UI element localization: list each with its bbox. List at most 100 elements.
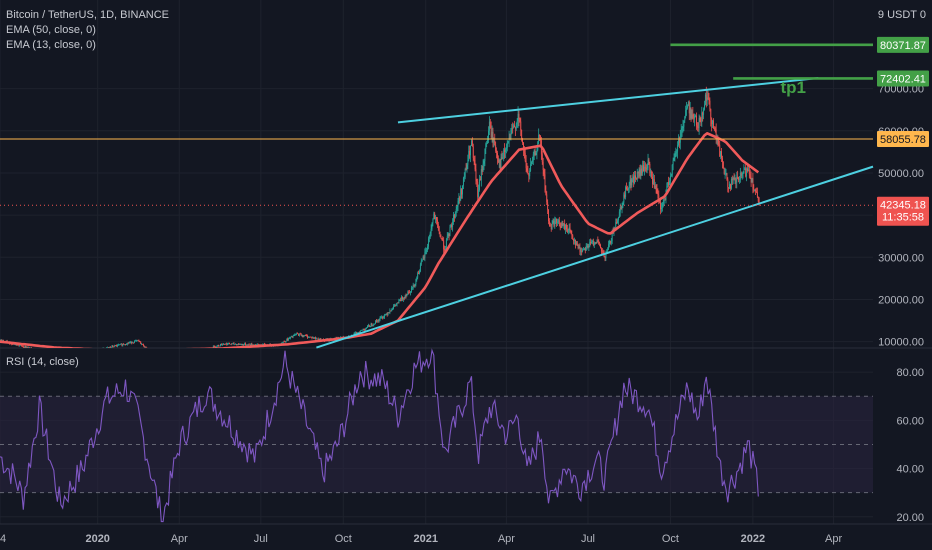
candle: [732, 178, 734, 181]
candle: [635, 175, 636, 179]
candle: [395, 304, 397, 306]
candle: [574, 239, 576, 246]
candle: [723, 168, 725, 174]
candle: [610, 240, 612, 244]
candle: [688, 102, 690, 114]
price-panel[interactable]: tp1: [0, 43, 874, 363]
symbol-legend[interactable]: Bitcoin / TetherUS, 1D, BINANCE: [6, 9, 170, 21]
candle: [625, 187, 627, 197]
resistance-line-label[interactable]: 58055.78: [877, 130, 929, 147]
candle: [628, 185, 630, 188]
candle: [25, 346, 27, 348]
candle: [737, 176, 739, 178]
candle: [664, 199, 666, 201]
candle: [229, 343, 230, 345]
candle: [523, 149, 525, 154]
candle: [674, 153, 676, 159]
candle: [699, 117, 701, 122]
ema-line[interactable]: [0, 132, 760, 350]
candle: [219, 345, 221, 347]
candle: [494, 140, 496, 146]
candle: [142, 344, 144, 347]
candle: [131, 341, 133, 344]
rsi-legend[interactable]: RSI (14, close): [6, 356, 79, 368]
candle: [611, 231, 613, 241]
lower-trendline[interactable]: [316, 165, 874, 349]
candle: [442, 240, 444, 241]
candle: [27, 347, 29, 348]
candle: [22, 346, 24, 348]
candle: [521, 130, 523, 139]
candle: [696, 125, 698, 128]
upper-target-line-label[interactable]: 80371.87: [877, 36, 929, 53]
candle: [306, 335, 308, 338]
candle: [453, 214, 454, 223]
current-price-label-text: 11:35:58: [882, 212, 924, 224]
candle: [679, 137, 681, 143]
candle: [245, 343, 247, 346]
candle: [483, 161, 485, 164]
candle: [367, 325, 369, 327]
candle: [615, 222, 617, 228]
candle: [663, 199, 665, 204]
ema13-legend[interactable]: EMA (13, close, 0): [6, 39, 96, 51]
time-axis-label: 14: [0, 533, 6, 545]
candle: [581, 251, 583, 252]
candle: [481, 169, 483, 172]
candle: [137, 340, 139, 341]
candle: [416, 277, 418, 280]
rsi-line[interactable]: [0, 348, 759, 523]
candle: [593, 244, 595, 246]
candle: [24, 346, 26, 348]
candle: [533, 150, 535, 155]
rsi-panel[interactable]: 20.00 40.00 60.00 80.00: [0, 347, 932, 524]
candle: [445, 248, 446, 251]
candle: [118, 344, 120, 346]
candle: [538, 134, 540, 142]
price-axis[interactable]: 10000.0020000.0030000.0040000.0050000.00…: [877, 36, 929, 349]
upper-trendline[interactable]: [397, 77, 819, 124]
candle: [654, 185, 656, 188]
candle: [311, 336, 313, 339]
candle: [106, 347, 108, 348]
candle: [454, 211, 456, 218]
tp1-line-label[interactable]: 72402.41: [877, 70, 929, 87]
candle: [426, 249, 428, 251]
candle: [704, 104, 705, 110]
candle: [291, 336, 293, 337]
candle: [471, 140, 472, 146]
candle: [456, 206, 458, 209]
candle: [296, 333, 298, 335]
candle: [536, 150, 538, 153]
candle: [586, 246, 588, 247]
candle: [729, 184, 731, 189]
candle: [140, 341, 142, 345]
candle: [747, 169, 749, 172]
candle: [526, 168, 528, 171]
candle: [212, 346, 214, 348]
candle: [570, 230, 572, 234]
candle: [582, 249, 584, 252]
candle: [384, 314, 386, 316]
candle: [213, 346, 215, 347]
candle: [614, 227, 616, 229]
tp1-annotation[interactable]: tp1: [780, 78, 806, 97]
candle: [392, 308, 394, 311]
candle: [562, 223, 564, 226]
time-axis[interactable]: 14 2020 Apr Jul Oct 2021 Apr Jul Oct 2022 Apr: [0, 523, 932, 545]
time-axis-label: Jul: [581, 533, 595, 545]
candle: [560, 226, 562, 228]
candle: [680, 129, 682, 138]
candle: [380, 317, 382, 318]
candle: [726, 173, 728, 180]
candle: [736, 176, 738, 183]
candle: [289, 338, 290, 339]
candle: [734, 178, 736, 180]
candle: [530, 164, 532, 171]
candle: [471, 140, 473, 147]
ema50-legend[interactable]: EMA (50, close, 0): [6, 24, 96, 36]
candle: [230, 344, 232, 345]
candle: [648, 159, 650, 164]
